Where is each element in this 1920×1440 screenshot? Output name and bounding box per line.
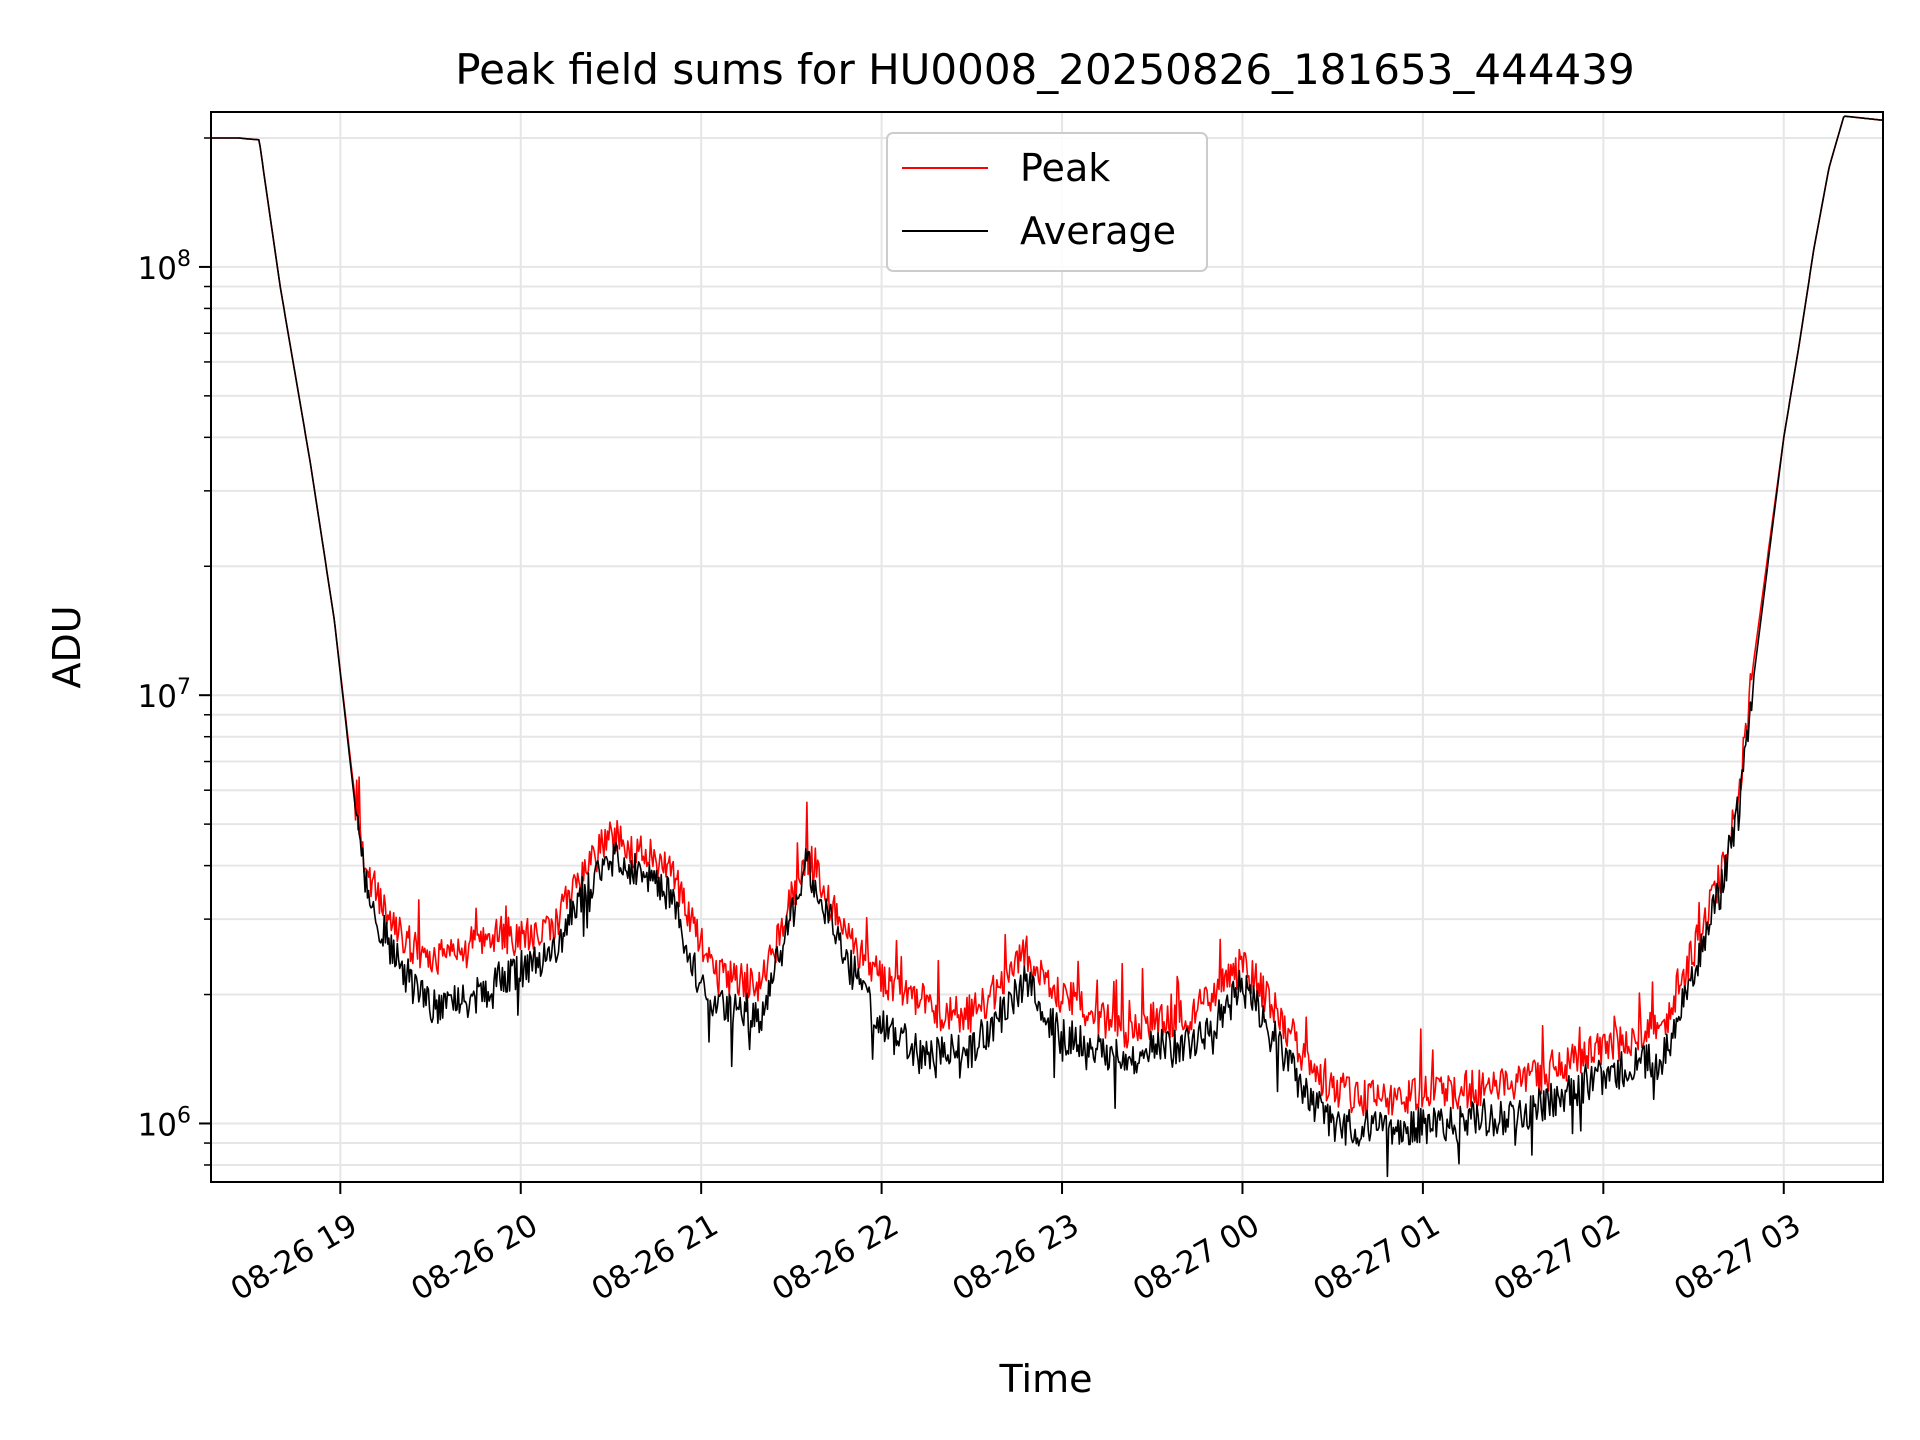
y-axis: 106 107 108 [138,137,211,1166]
grid-lines [211,112,1883,1182]
series-line-peak [211,115,1883,1118]
legend-label-average: Average [1020,209,1176,253]
y-tick-label: 107 [138,675,191,715]
x-axis-label: Time [999,1357,1093,1401]
legend-label-peak: Peak [1020,146,1110,190]
series-layer [211,115,1883,1178]
chart-title: Peak field sums for HU0008_20250826_1816… [455,45,1634,94]
y-tick-label: 108 [138,247,191,287]
series-line-average [211,115,1883,1178]
y-tick-label: 106 [138,1103,191,1143]
legend: Peak Average [886,132,1208,272]
plot-area-frame [210,111,1884,1183]
y-axis-label: ADU [45,605,89,688]
